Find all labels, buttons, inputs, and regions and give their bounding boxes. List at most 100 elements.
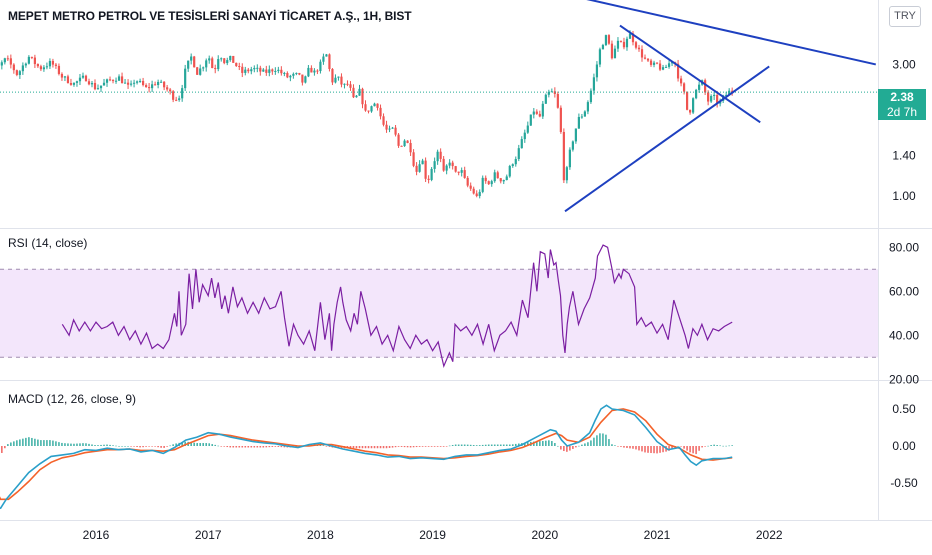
macd-histogram-bar [355, 446, 358, 449]
macd-histogram-bar [142, 446, 144, 448]
candle-body [400, 145, 403, 147]
rsi-pane [0, 244, 878, 369]
candle-body [538, 113, 541, 117]
candle-body [346, 83, 349, 85]
candle-body [223, 58, 226, 64]
macd-histogram-bar [457, 444, 460, 446]
candle-body [301, 74, 304, 83]
macd-histogram-bar [283, 446, 286, 448]
candle-body [256, 67, 259, 69]
candle-body [427, 178, 430, 180]
macd-histogram-bar [157, 446, 159, 448]
candle-body [553, 91, 556, 94]
macd-pane [0, 404, 733, 510]
candle-body [577, 116, 580, 129]
candle-body [640, 49, 644, 58]
candle-body [30, 56, 33, 58]
candle-body [358, 88, 361, 96]
macd-histogram-bar [385, 446, 388, 449]
candle-body [430, 168, 433, 180]
candle-body [502, 180, 505, 182]
macd-histogram-bar [551, 441, 553, 446]
macd-histogram-bar [584, 443, 586, 446]
candle-body [695, 89, 698, 99]
candle-body [310, 67, 313, 73]
candle-body [658, 63, 662, 70]
candle-body [481, 177, 484, 192]
macd-histogram-bar [49, 440, 51, 446]
macd-histogram-bar [614, 445, 616, 446]
currency-button[interactable]: TRY [889, 6, 921, 27]
macd-histogram-bar [40, 440, 42, 446]
macd-axis-tick-label: 0.50 [892, 402, 916, 416]
macd-histogram-bar [205, 443, 208, 446]
candle-body [253, 67, 256, 70]
macd-histogram-bar [61, 442, 63, 446]
candle-body [418, 164, 421, 172]
candle-body [262, 69, 265, 72]
macd-histogram-bar [650, 446, 652, 454]
candle-body [33, 57, 36, 65]
macd-histogram-bar [37, 439, 39, 446]
candle-body [535, 111, 538, 114]
macd-histogram-bar [100, 444, 102, 446]
candle-body [313, 70, 316, 73]
candle-body [433, 161, 436, 169]
candle-body [704, 80, 707, 93]
macd-histogram-bar [451, 444, 454, 446]
candle-body [616, 40, 620, 49]
macd-histogram-bar [641, 446, 643, 452]
macd-histogram-bar [545, 440, 547, 446]
macd-axis-tick-label: 0.00 [892, 439, 916, 453]
macd-histogram-bar [163, 446, 165, 448]
macd-histogram-bar [160, 446, 162, 448]
macd-histogram-bar [253, 446, 256, 448]
candle-body [457, 171, 460, 173]
macd-histogram-bar [713, 444, 715, 446]
macd-histogram-bar [542, 440, 544, 446]
candle-body [190, 56, 193, 61]
candle-body [117, 76, 121, 81]
candle-body [367, 110, 370, 112]
macd-histogram-bar [208, 443, 211, 446]
candle-body [331, 68, 334, 83]
macd-histogram-bar [214, 444, 217, 446]
candle-body [187, 60, 190, 69]
macd-histogram-bar [268, 446, 271, 448]
macd-histogram-bar [349, 446, 352, 449]
candle-body [610, 43, 614, 59]
macd-histogram-bar [169, 445, 171, 447]
macd-histogram-bar [52, 440, 54, 446]
candle-body [99, 85, 103, 89]
candle-body [277, 69, 280, 71]
macd-histogram-bar [508, 444, 511, 446]
macd-histogram-bar [58, 442, 60, 446]
macd-histogram-bar [481, 444, 484, 446]
candle-body [364, 104, 367, 111]
candle-body [226, 60, 229, 64]
candle-body [138, 80, 142, 82]
time-axis-tick-label: 2019 [419, 528, 446, 542]
candle-body [334, 77, 337, 83]
macd-histogram-bar [617, 446, 619, 447]
macd-histogram-bar [526, 442, 529, 446]
macd-histogram-bar [590, 440, 592, 446]
macd-histogram-bar [499, 444, 502, 446]
macd-histogram-bar [406, 446, 409, 448]
candle-body [628, 33, 632, 39]
macd-histogram-bar [118, 446, 120, 447]
macd-histogram-bar [337, 446, 340, 448]
macd-histogram-bar [241, 446, 244, 448]
candle-body [667, 63, 671, 67]
candle-body [625, 38, 629, 48]
macd-histogram-bar [463, 444, 466, 446]
candle-body [466, 177, 469, 186]
macd-histogram-bar [511, 444, 514, 446]
macd-histogram-bar [79, 443, 81, 446]
candle-body [45, 66, 49, 68]
macd-histogram-bar [731, 445, 733, 446]
candle-body [126, 82, 130, 85]
macd-histogram-bar [394, 446, 397, 448]
macd-histogram-bar [554, 443, 556, 446]
